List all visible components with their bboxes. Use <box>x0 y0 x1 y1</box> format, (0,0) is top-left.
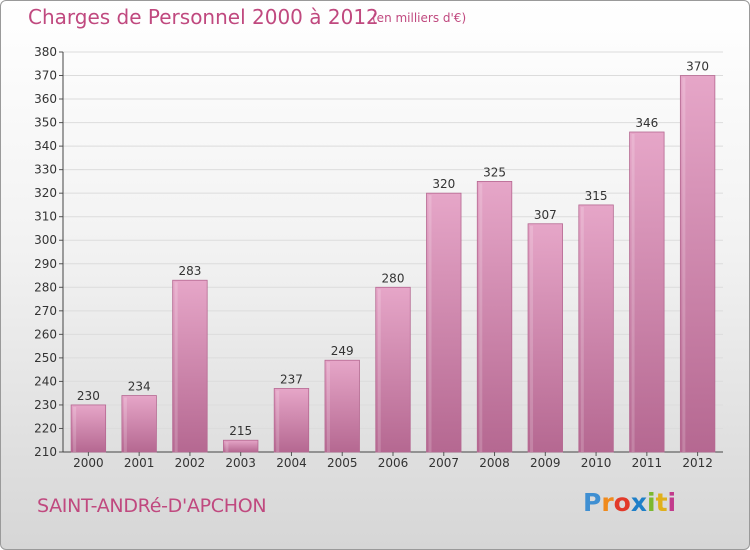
bar <box>527 223 563 453</box>
bar-highlight <box>530 225 534 452</box>
x-tick-label: 2004 <box>276 456 307 470</box>
bar-highlight <box>225 442 229 452</box>
y-tick-label: 310 <box>34 210 57 224</box>
bar-highlight <box>73 406 77 452</box>
bar-highlight <box>276 390 280 452</box>
y-tick-label: 240 <box>34 374 57 388</box>
x-tick-label: 2002 <box>175 456 206 470</box>
bar <box>679 75 716 453</box>
bar <box>578 204 614 453</box>
bar <box>121 395 157 453</box>
y-tick-label: 290 <box>34 257 57 271</box>
x-tick-label: 2011 <box>632 456 663 470</box>
y-tick-label: 380 <box>34 45 57 59</box>
data-label: 237 <box>280 372 303 386</box>
x-tick-label: 2007 <box>428 456 459 470</box>
bar-highlight <box>174 282 178 452</box>
data-label: 370 <box>686 60 709 74</box>
data-label: 283 <box>178 264 201 278</box>
bar <box>70 404 107 453</box>
y-tick-label: 250 <box>34 351 57 365</box>
x-tick-label: 2005 <box>327 456 358 470</box>
x-tick-label: 2012 <box>682 456 713 470</box>
data-label: 346 <box>635 116 658 130</box>
data-label: 280 <box>382 271 405 285</box>
bar <box>223 439 259 453</box>
y-tick-label: 270 <box>34 304 57 318</box>
logo-letter: t <box>655 488 668 517</box>
x-tick-label: 2010 <box>581 456 612 470</box>
bar <box>375 286 411 453</box>
bar <box>273 388 310 453</box>
chart-subtitle: (en milliers d'€) <box>372 11 467 25</box>
y-tick-label: 300 <box>34 233 57 247</box>
y-tick-label: 220 <box>34 421 57 435</box>
bar-highlight <box>479 183 483 453</box>
logo-letter: i <box>647 488 656 517</box>
data-label: 215 <box>229 424 252 438</box>
y-tick-label: 210 <box>34 445 57 459</box>
logo-letter: x <box>630 488 647 517</box>
x-tick-label: 2006 <box>378 456 409 470</box>
bar <box>172 279 208 453</box>
y-tick-label: 370 <box>34 69 57 83</box>
data-label: 315 <box>585 189 608 203</box>
x-tick-label: 2009 <box>530 456 561 470</box>
bar <box>324 359 360 453</box>
logo-letter: P <box>583 488 602 517</box>
bar-highlight <box>682 77 686 452</box>
bar-highlight <box>123 397 127 452</box>
y-tick-label: 330 <box>34 163 57 177</box>
y-tick-label: 230 <box>34 398 57 412</box>
y-tick-label: 280 <box>34 280 57 294</box>
x-tick-label: 2000 <box>73 456 104 470</box>
bar-highlight <box>580 206 584 452</box>
data-label: 230 <box>77 389 100 403</box>
bar-highlight <box>631 134 635 452</box>
y-tick-label: 320 <box>34 186 57 200</box>
x-tick-label: 2001 <box>124 456 155 470</box>
y-tick-label: 350 <box>34 116 57 130</box>
data-label: 320 <box>432 177 455 191</box>
bar-highlight <box>428 195 432 453</box>
bar <box>629 131 665 453</box>
x-tick-label: 2008 <box>479 456 510 470</box>
data-label: 234 <box>128 380 151 394</box>
x-tick-label: 2003 <box>225 456 256 470</box>
logo-letter: o <box>613 488 631 517</box>
commune-name: SAINT-ANDRé-D'APCHON <box>37 495 267 517</box>
logo-letter: i <box>667 488 677 517</box>
y-tick-label: 340 <box>34 139 57 153</box>
bar-highlight <box>326 362 330 452</box>
y-tick-label: 260 <box>34 327 57 341</box>
logo-letter: r <box>601 488 614 517</box>
data-label: 249 <box>331 344 354 358</box>
bar <box>476 181 513 453</box>
chart-title: Charges de Personnel 2000 à 2012 <box>28 5 379 29</box>
data-label: 307 <box>534 208 557 222</box>
bar-highlight <box>377 289 381 452</box>
y-tick-label: 360 <box>34 92 57 106</box>
data-label: 325 <box>483 165 506 179</box>
proxiti-logo: Proxiti <box>583 488 676 517</box>
bar <box>426 192 462 453</box>
